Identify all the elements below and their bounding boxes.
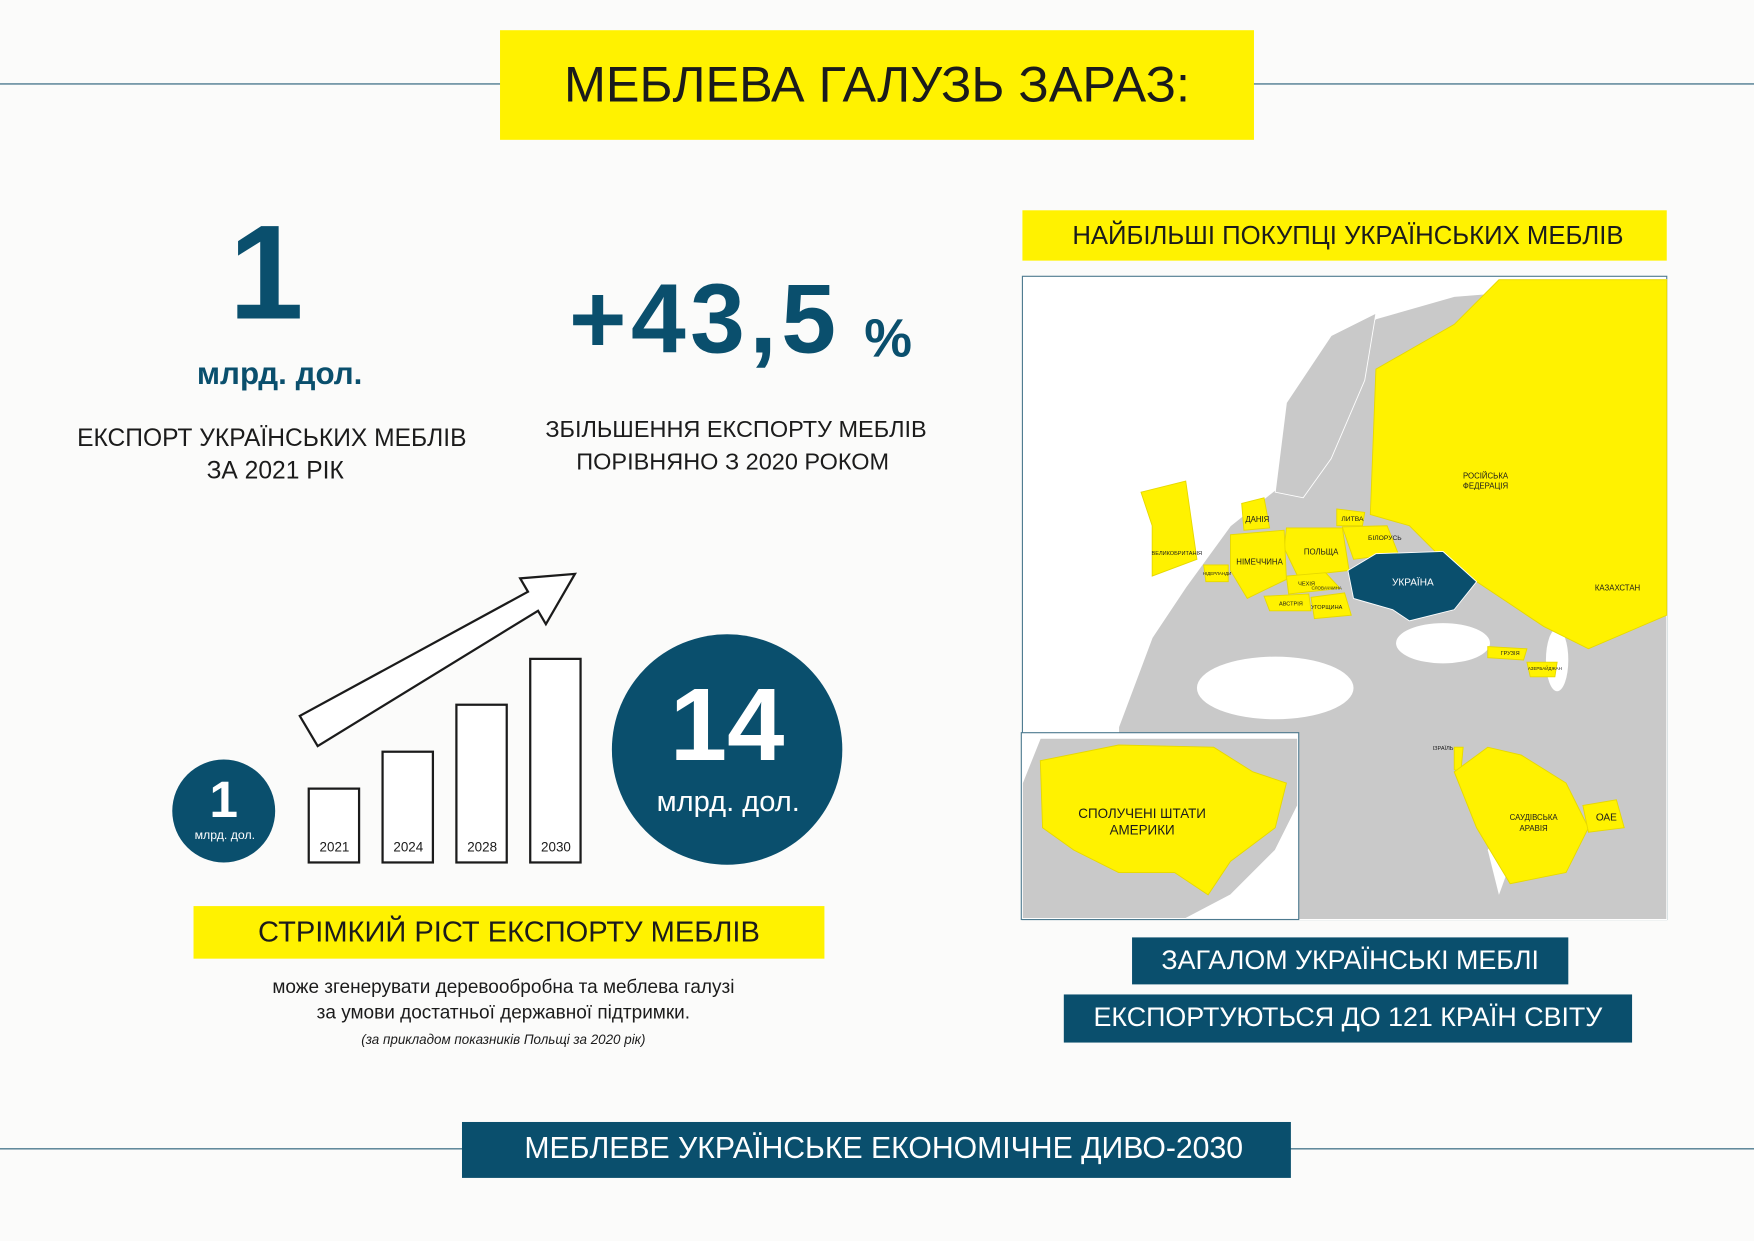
- year-label: 2021: [320, 839, 350, 854]
- country-label: ІЗРАЇЛЬ: [1433, 745, 1454, 752]
- start-value: 1: [209, 770, 238, 828]
- country: [1285, 572, 1342, 595]
- country: [1336, 508, 1366, 527]
- year-label: 2028: [467, 839, 497, 854]
- growth-line: за умови достатньої державної підтримки.: [317, 1002, 690, 1023]
- country: [1140, 480, 1198, 577]
- country-label: УГОРЩИНА: [1311, 605, 1343, 611]
- country-label: АМЕРИКИ: [1110, 823, 1175, 838]
- country-label: АВСТРІЯ: [1279, 602, 1303, 608]
- stat-caption: ЗБІЛЬШЕННЯ ЕКСПОРТУ МЕБЛІВ: [545, 416, 926, 442]
- summary-line: ЕКСПОРТУЮТЬСЯ ДО 121 КРАЇН СВІТУ: [1094, 1002, 1604, 1032]
- start-circle: [172, 759, 276, 863]
- country-label: ГРУЗІЯ: [1501, 651, 1520, 657]
- country-label: НІМЕЧЧИНА: [1236, 558, 1283, 567]
- growth-arrow: [298, 572, 578, 748]
- country-label: ЧЕХІЯ: [1298, 581, 1315, 587]
- end-value: 14: [670, 667, 784, 782]
- country-label: ОАЕ: [1596, 812, 1617, 823]
- country: [1526, 661, 1558, 678]
- country-label: СЛОВАЧЧИНА: [1312, 586, 1342, 591]
- land: [1274, 312, 1377, 499]
- year-bar: [529, 657, 582, 864]
- page-title: МЕБЛЕВА ГАЛУЗЬ ЗАРАЗ:: [564, 56, 1190, 113]
- country-label: КАЗАХСТАН: [1595, 583, 1641, 592]
- end-circle: [611, 634, 843, 865]
- stat-caption: ПОРІВНЯНО З 2020 РОКОМ: [576, 448, 889, 474]
- growth-note: (за прикладом показників Польщі за 2020 …: [361, 1032, 645, 1047]
- sea: [1545, 628, 1569, 692]
- country-label: БІЛОРУСЬ: [1368, 535, 1402, 542]
- country: [1263, 593, 1312, 612]
- summary-box: [1132, 937, 1569, 985]
- map-title: НАЙБІЛЬШІ ПОКУПЦІ УКРАЇНСЬКИХ МЕБЛІВ: [1072, 220, 1623, 250]
- country-label: ВЕЛИКОБРИТАНІЯ: [1152, 551, 1203, 557]
- stat-unit: млрд. дол.: [197, 356, 363, 391]
- country-label: НІДЕРЛАНДИ: [1203, 571, 1232, 576]
- summary-line: ЗАГАЛОМ УКРАЇНСЬКІ МЕБЛІ: [1161, 945, 1539, 975]
- stat-value: +43,5: [569, 264, 840, 374]
- country: [1241, 497, 1271, 531]
- heading-box: [193, 906, 825, 959]
- stat-value: 1: [229, 197, 304, 347]
- country-label: РОСІЙСЬКА: [1463, 472, 1509, 481]
- country: [1203, 564, 1229, 583]
- summary-box: [1063, 994, 1633, 1043]
- ukraine: [1347, 551, 1478, 622]
- country-label: САУДІВСЬКА: [1510, 813, 1559, 822]
- stat-caption: ЕКСПОРТ УКРАЇНСЬКИХ МЕБЛІВ: [77, 425, 466, 452]
- country-label: СПОЛУЧЕНІ ШТАТИ: [1078, 806, 1206, 821]
- map: РОСІЙСЬКА ФЕДЕРАЦІЯ ДАНІЯ ЛИТВА БІЛОРУСЬ…: [1020, 275, 1668, 921]
- country: [1310, 592, 1352, 620]
- country-label: ДАНІЯ: [1245, 515, 1269, 524]
- end-unit: млрд. дол.: [657, 786, 800, 818]
- year-label: 2024: [393, 839, 423, 854]
- growth-line: може згенерувати деревообробна та меблев…: [272, 977, 734, 998]
- stat-unit: %: [864, 308, 912, 368]
- year-bar: [307, 787, 361, 864]
- sea: [1196, 656, 1354, 720]
- country-label: УКРАЇНА: [1392, 576, 1434, 588]
- title-box: [500, 30, 1254, 140]
- country-label: ЛИТВА: [1341, 516, 1364, 523]
- year-label: 2030: [541, 839, 571, 854]
- stat-caption: ЗА 2021 РІК: [207, 458, 345, 485]
- country: [1487, 646, 1528, 661]
- country-label: ФЕДЕРАЦІЯ: [1463, 482, 1509, 491]
- start-unit: млрд. дол.: [195, 828, 256, 842]
- country-label: ПОЛЬЩА: [1304, 548, 1339, 557]
- country: [1582, 799, 1625, 833]
- year-bar: [455, 703, 508, 864]
- year-bar: [381, 750, 435, 864]
- sea: [1396, 623, 1491, 664]
- country: [1039, 744, 1287, 896]
- footer-title: МЕБЛЕВЕ УКРАЇНСЬКЕ ЕКОНОМІЧНЕ ДИВО-2030: [524, 1132, 1243, 1165]
- growth-heading: СТРІМКИЙ РІСТ ЕКСПОРТУ МЕБЛІВ: [258, 915, 760, 949]
- country-label: АЗЕРБАЙДЖАН: [1528, 664, 1562, 671]
- country-label: АРАВІЯ: [1520, 824, 1549, 833]
- footer-box: [461, 1121, 1291, 1178]
- country: [1230, 529, 1287, 600]
- map-title-box: [1022, 210, 1667, 261]
